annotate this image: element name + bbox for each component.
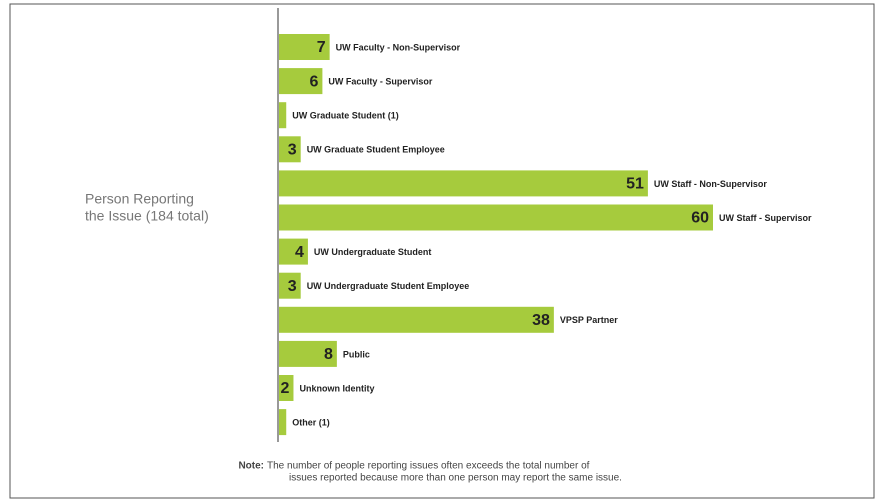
value-label: 38 xyxy=(532,312,550,329)
category-label: Unknown Identity xyxy=(299,383,374,393)
value-label: 3 xyxy=(288,142,297,159)
value-label: 6 xyxy=(309,73,318,90)
bar xyxy=(279,272,301,299)
category-label: UW Staff - Supervisor xyxy=(719,213,812,223)
bar xyxy=(279,136,301,163)
category-label: UW Undergraduate Student Employee xyxy=(307,281,470,291)
bar xyxy=(279,204,713,231)
note-label: Note: xyxy=(238,461,264,472)
category-label: UW Undergraduate Student xyxy=(314,247,432,257)
value-label: 2 xyxy=(281,380,290,397)
note-text: issues reported because more than one pe… xyxy=(289,473,622,484)
bar xyxy=(279,375,294,401)
axis-title: Person Reporting xyxy=(85,191,194,207)
category-label: VPSP Partner xyxy=(560,315,618,325)
bar xyxy=(279,306,554,333)
bar xyxy=(279,170,648,197)
axis-title: the Issue (184 total) xyxy=(85,208,209,224)
note-text: The number of people reporting issues of… xyxy=(267,461,590,472)
category-label: UW Graduate Student Employee xyxy=(307,145,445,155)
value-label: 7 xyxy=(317,39,326,56)
category-label: UW Staff - Non-Supervisor xyxy=(654,179,767,189)
bar xyxy=(279,340,337,367)
bar xyxy=(279,238,308,265)
category-label: Other (1) xyxy=(292,417,330,427)
value-label: 8 xyxy=(324,346,333,363)
frame xyxy=(9,3,875,499)
value-label: 4 xyxy=(295,244,304,261)
category-label: UW Faculty - Supervisor xyxy=(328,76,433,86)
category-label: Public xyxy=(343,349,370,359)
value-label: 51 xyxy=(626,176,644,193)
bar xyxy=(279,409,287,436)
category-label: UW Faculty - Non-Supervisor xyxy=(336,42,461,52)
bar xyxy=(279,34,330,60)
value-label: 3 xyxy=(288,278,297,295)
value-label: 60 xyxy=(691,210,709,227)
bar xyxy=(279,102,287,129)
category-label: UW Graduate Student (1) xyxy=(292,111,399,121)
bar xyxy=(279,68,323,95)
